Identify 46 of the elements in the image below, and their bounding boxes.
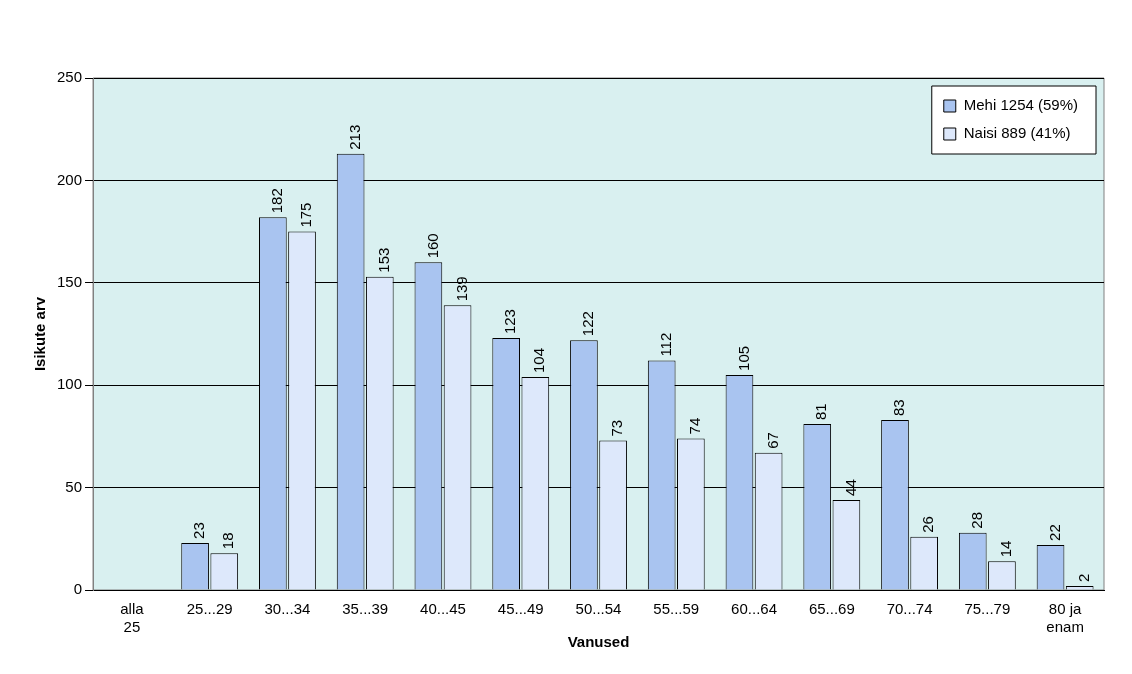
y-tick-label: 200: [57, 170, 83, 188]
data-label: 67: [763, 432, 781, 449]
data-label: 104: [530, 347, 548, 374]
x-tick-label: 60...64: [731, 600, 777, 618]
x-tick-label: 65...69: [808, 600, 855, 618]
x-tick-label: 25...29: [186, 600, 233, 618]
data-label: 112: [656, 332, 674, 357]
x-tick-label: 50...54: [575, 600, 622, 618]
data-label: 122: [579, 311, 597, 337]
data-label: 175: [297, 202, 315, 228]
data-label: 81: [812, 403, 830, 421]
data-label: 73: [608, 419, 626, 437]
data-label: 213: [345, 124, 363, 150]
data-label: 123: [501, 309, 519, 335]
x-tick-label: 70...74: [886, 600, 933, 618]
data-label: 26: [919, 516, 937, 533]
data-label: 18: [219, 532, 237, 550]
y-tick-label: 0: [73, 580, 83, 598]
y-tick-label: 150: [57, 272, 83, 290]
data-label: 14: [997, 540, 1015, 558]
data-label: 160: [423, 233, 441, 259]
legend-label: Naisi 889 (41%): [963, 124, 1071, 142]
x-tick-label: 45...49: [497, 600, 544, 618]
legend-label: Mehi 1254 (59%): [963, 96, 1079, 114]
data-label: 153: [374, 247, 392, 273]
data-label: 28: [967, 511, 985, 529]
x-tick-label: alla 25: [120, 600, 145, 636]
data-label: 182: [268, 188, 285, 214]
y-tick-label: 100: [57, 375, 83, 393]
y-tick-label: 250: [57, 68, 83, 86]
data-label: 22: [1045, 524, 1063, 541]
x-tick-label: 40...45: [420, 600, 466, 618]
data-label: 23: [190, 522, 208, 539]
data-label: 83: [890, 399, 908, 417]
data-label: 105: [734, 345, 752, 371]
x-tick-label: 75...79: [964, 600, 1011, 618]
x-axis-title: Vanused: [567, 633, 630, 651]
x-tick-label: 35...39: [342, 600, 389, 618]
data-label: 2: [1074, 573, 1092, 582]
y-tick-label: 50: [65, 477, 83, 495]
data-label: 44: [841, 479, 859, 496]
x-tick-label: 55...59: [653, 600, 700, 618]
data-label: 74: [686, 417, 703, 435]
y-axis-title: Isikute arv: [31, 296, 49, 372]
x-tick-label: 80 ja enam: [1046, 600, 1084, 636]
x-tick-label: 30...34: [264, 600, 311, 618]
